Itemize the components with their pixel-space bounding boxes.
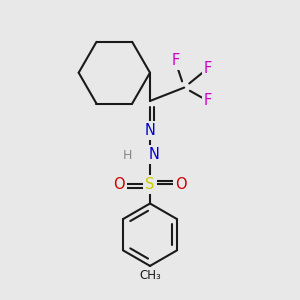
Text: F: F (204, 61, 212, 76)
Text: O: O (113, 177, 124, 192)
Text: CH₃: CH₃ (139, 269, 161, 282)
Text: F: F (204, 94, 212, 109)
Text: S: S (145, 177, 155, 192)
Text: F: F (171, 53, 179, 68)
Text: H: H (123, 149, 132, 162)
Text: O: O (176, 177, 187, 192)
Text: N: N (145, 123, 155, 138)
Text: N: N (149, 147, 160, 162)
